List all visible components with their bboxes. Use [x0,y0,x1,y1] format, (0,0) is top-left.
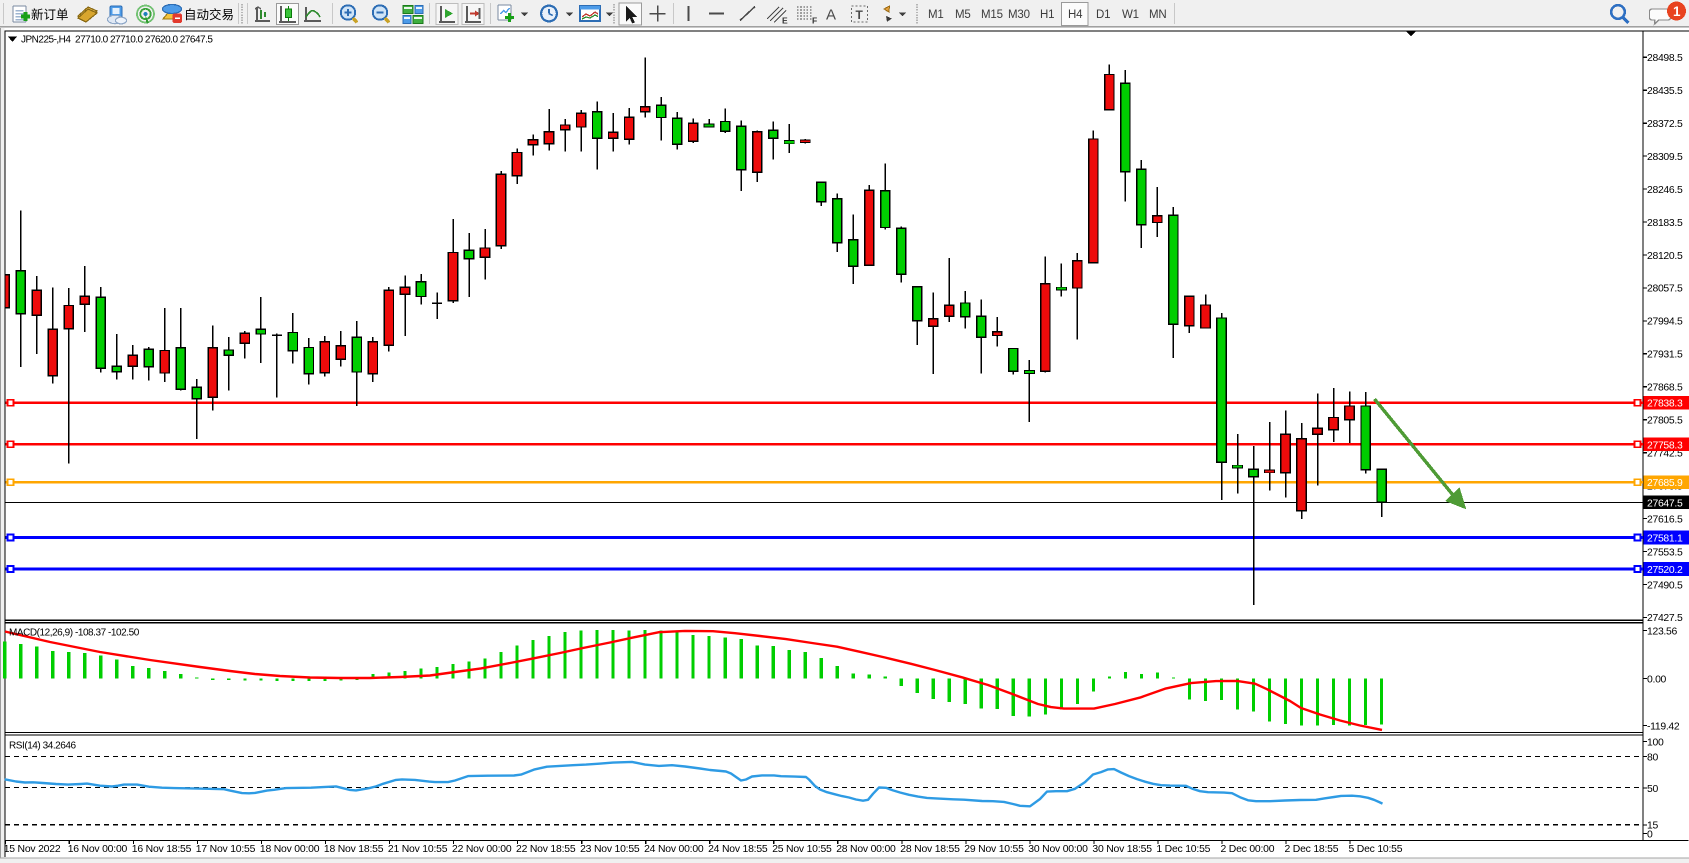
svg-text:27427.5: 27427.5 [1647,613,1683,624]
svg-text:27994.5: 27994.5 [1647,317,1683,328]
svg-text:28057.5: 28057.5 [1647,284,1683,295]
svg-text:27685.9: 27685.9 [1647,478,1683,489]
svg-text:自动交易: 自动交易 [184,7,234,22]
svg-text:27647.5: 27647.5 [1647,498,1683,509]
svg-text:2 Dec 00:00: 2 Dec 00:00 [1221,844,1275,855]
svg-text:15: 15 [1647,821,1658,832]
svg-text:30 Nov 00:00: 30 Nov 00:00 [1028,844,1088,855]
svg-text:22 Nov 00:00: 22 Nov 00:00 [452,844,512,855]
svg-text:W1: W1 [1122,9,1139,21]
svg-text:16 Nov 18:55: 16 Nov 18:55 [132,844,192,855]
svg-text:15 Nov 2022: 15 Nov 2022 [4,844,61,855]
svg-text:1: 1 [1673,4,1681,19]
svg-text:27838.3: 27838.3 [1647,399,1683,410]
svg-text:-119.42: -119.42 [1647,721,1680,732]
svg-text:28372.5: 28372.5 [1647,119,1683,130]
svg-text:28246.5: 28246.5 [1647,185,1683,196]
svg-text:E: E [782,16,788,26]
svg-text:50: 50 [1647,784,1658,795]
svg-text:18 Nov 18:55: 18 Nov 18:55 [324,844,384,855]
svg-text:0.00: 0.00 [1647,674,1667,685]
svg-text:28120.5: 28120.5 [1647,251,1683,262]
svg-text:MACD(12,26,9) -108.37 -102.50: MACD(12,26,9) -108.37 -102.50 [9,628,140,639]
svg-text:5 Dec 10:55: 5 Dec 10:55 [1349,844,1403,855]
svg-text:M5: M5 [955,9,971,21]
svg-text:28435.5: 28435.5 [1647,86,1683,97]
svg-text:27931.5: 27931.5 [1647,350,1683,361]
svg-text:25 Nov 10:55: 25 Nov 10:55 [772,844,832,855]
svg-text:27553.5: 27553.5 [1647,547,1683,558]
svg-text:18 Nov 00:00: 18 Nov 00:00 [260,844,320,855]
svg-text:17 Nov 10:55: 17 Nov 10:55 [196,844,256,855]
svg-text:27490.5: 27490.5 [1647,580,1683,591]
svg-text:30 Nov 18:55: 30 Nov 18:55 [1092,844,1152,855]
svg-text:27742.5: 27742.5 [1647,449,1683,460]
svg-text:新订单: 新订单 [31,7,69,22]
svg-text:28183.5: 28183.5 [1647,218,1683,229]
svg-text:16 Nov 00:00: 16 Nov 00:00 [68,844,128,855]
svg-text:28309.5: 28309.5 [1647,152,1683,163]
svg-text:D1: D1 [1096,9,1110,21]
svg-text:23 Nov 10:55: 23 Nov 10:55 [580,844,640,855]
svg-text:28 Nov 00:00: 28 Nov 00:00 [836,844,896,855]
svg-text:MN: MN [1149,9,1167,21]
svg-text:H1: H1 [1040,9,1054,21]
svg-text:28 Nov 18:55: 28 Nov 18:55 [900,844,960,855]
svg-text:RSI(14) 34.2646: RSI(14) 34.2646 [9,741,77,752]
svg-text:27616.5: 27616.5 [1647,514,1683,525]
svg-text:27805.5: 27805.5 [1647,416,1683,427]
svg-text:80: 80 [1647,752,1658,763]
svg-text:27758.3: 27758.3 [1647,440,1683,451]
svg-text:28498.5: 28498.5 [1647,53,1683,64]
svg-text:F: F [812,16,817,26]
svg-text:24 Nov 00:00: 24 Nov 00:00 [644,844,704,855]
svg-text:2 Dec 18:55: 2 Dec 18:55 [1285,844,1339,855]
svg-text:24 Nov 18:55: 24 Nov 18:55 [708,844,768,855]
svg-text:M1: M1 [928,9,944,21]
svg-text:21 Nov 10:55: 21 Nov 10:55 [388,844,448,855]
svg-text:T: T [856,8,864,22]
svg-text:1 Dec 10:55: 1 Dec 10:55 [1156,844,1210,855]
svg-text:123.56: 123.56 [1647,626,1678,637]
svg-text:H4: H4 [1068,9,1083,21]
svg-text:27868.5: 27868.5 [1647,383,1683,394]
svg-text:22 Nov 18:55: 22 Nov 18:55 [516,844,576,855]
svg-text:27581.1: 27581.1 [1647,533,1683,544]
svg-text:M15: M15 [981,9,1003,21]
svg-text:29 Nov 10:55: 29 Nov 10:55 [964,844,1024,855]
svg-text:0: 0 [1647,829,1653,840]
svg-text:JPN225-,H4 27710.0 27710.0 27: JPN225-,H4 27710.0 27710.0 27620.0 27647… [21,35,213,46]
svg-text:100: 100 [1647,737,1664,748]
svg-text:M30: M30 [1008,9,1030,21]
svg-text:27520.2: 27520.2 [1647,565,1683,576]
svg-text:A: A [826,7,836,24]
